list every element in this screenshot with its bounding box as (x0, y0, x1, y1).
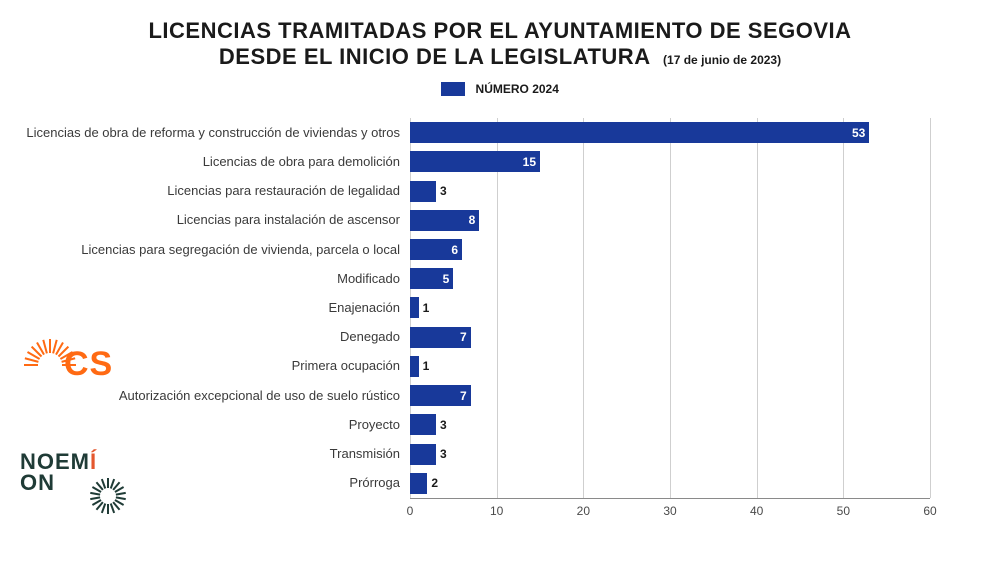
category-label: Licencias de obra de reforma y construcc… (20, 126, 400, 140)
bar-value: 1 (423, 301, 430, 315)
page: LICENCIAS TRAMITADAS POR EL AYUNTAMIENTO… (0, 0, 1000, 563)
cs-logo: CS (20, 335, 140, 395)
chart-row: Prórroga2 (410, 469, 930, 498)
title-line-2: DESDE EL INICIO DE LA LEGISLATURA (219, 44, 651, 69)
title-line-2-wrap: DESDE EL INICIO DE LA LEGISLATURA (17 de… (0, 44, 1000, 70)
chart-row: Transmisión3 (410, 440, 930, 469)
chart-row: Licencias de obra de reforma y construcc… (410, 118, 930, 147)
bar-value: 8 (469, 213, 476, 227)
category-label: Modificado (20, 272, 400, 286)
category-label: Licencias para segregación de vivienda, … (20, 243, 400, 257)
legend: NÚMERO 2024 (0, 80, 1000, 98)
chart-row: Primera ocupación1 (410, 352, 930, 381)
chart-row: Autorización excepcional de uso de suelo… (410, 381, 930, 410)
cs-text: CS (64, 345, 113, 384)
bar (410, 151, 540, 172)
noemi-line2: ON (20, 473, 150, 494)
bar (410, 473, 427, 494)
xtick-label: 60 (923, 504, 936, 518)
bar (410, 414, 436, 435)
chart-row: Modificado5 (410, 264, 930, 293)
bar-value: 15 (523, 155, 536, 169)
gridline (930, 118, 931, 498)
bar (410, 181, 436, 202)
chart-row: Denegado7 (410, 323, 930, 352)
chart-row: Licencias de obra para demolición15 (410, 147, 930, 176)
chart-title-block: LICENCIAS TRAMITADAS POR EL AYUNTAMIENTO… (0, 0, 1000, 70)
xtick-label: 10 (490, 504, 503, 518)
category-label: Licencias para restauración de legalidad (20, 184, 400, 198)
bar (410, 444, 436, 465)
legend-label: NÚMERO 2024 (476, 82, 559, 96)
noemi-logo: NOEMÍ ON (20, 452, 150, 522)
xtick-label: 0 (407, 504, 414, 518)
xtick-label: 40 (750, 504, 763, 518)
xtick-label: 30 (663, 504, 676, 518)
bar-value: 3 (440, 418, 447, 432)
bar (410, 356, 419, 377)
title-note: (17 de junio de 2023) (663, 53, 781, 67)
plot: 0102030405060Licencias de obra de reform… (410, 118, 930, 498)
title-line-1: LICENCIAS TRAMITADAS POR EL AYUNTAMIENTO… (0, 18, 1000, 44)
x-axis (410, 498, 930, 499)
chart-row: Enajenación1 (410, 293, 930, 322)
bar-value: 3 (440, 184, 447, 198)
category-label: Proyecto (20, 418, 400, 432)
bar-value: 6 (451, 243, 458, 257)
bar-value: 5 (443, 272, 450, 286)
legend-swatch (441, 82, 465, 96)
chart-row: Licencias para segregación de vivienda, … (410, 235, 930, 264)
chart-row: Licencias para instalación de ascensor8 (410, 206, 930, 235)
xtick-label: 20 (577, 504, 590, 518)
category-label: Licencias para instalación de ascensor (20, 213, 400, 227)
chart-row: Licencias para restauración de legalidad… (410, 176, 930, 205)
bar-value: 2 (431, 476, 438, 490)
bar-value: 3 (440, 447, 447, 461)
bar-value: 53 (852, 126, 865, 140)
bar (410, 297, 419, 318)
chart-row: Proyecto3 (410, 410, 930, 439)
xtick-label: 50 (837, 504, 850, 518)
noemi-burst-icon (88, 476, 128, 516)
category-label: Licencias de obra para demolición (20, 155, 400, 169)
bar-value: 7 (460, 330, 467, 344)
chart-area: 0 10 20 30 40 50 60 Licencias de obra de reform… (150, 118, 950, 528)
bar-value: 1 (423, 359, 430, 373)
bar-value: 7 (460, 389, 467, 403)
bar (410, 122, 869, 143)
category-label: Enajenación (20, 301, 400, 315)
